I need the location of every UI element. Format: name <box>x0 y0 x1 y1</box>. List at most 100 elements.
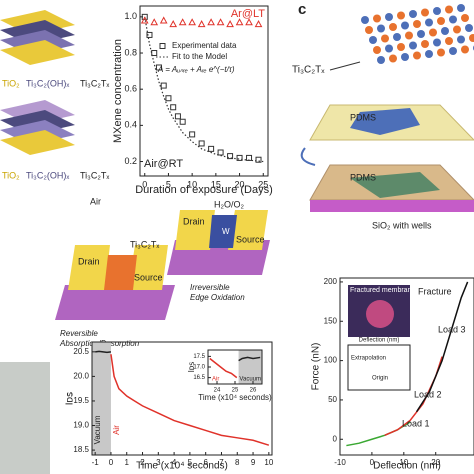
y-tick-label: 100 <box>324 356 338 365</box>
atom <box>461 45 469 54</box>
flake <box>350 108 420 135</box>
atom <box>373 14 381 23</box>
atom <box>381 34 389 43</box>
stack-bottom <box>0 100 75 155</box>
y-axis-label: MXene concentration <box>112 39 124 143</box>
x-tick-label: 25 <box>232 388 239 394</box>
atom <box>421 8 429 17</box>
atom <box>389 54 397 63</box>
atom <box>393 33 401 41</box>
atom <box>373 46 381 54</box>
atom <box>425 50 433 58</box>
atom <box>453 25 461 34</box>
x-tick-label: 26 <box>250 388 257 394</box>
point <box>254 20 263 28</box>
width-label: W <box>222 227 230 236</box>
atom <box>433 38 441 47</box>
material-label: Ti₃C₂Tₓ <box>292 65 325 76</box>
point <box>160 82 167 89</box>
stack-label-oh: Ti₃C₂(OH)ₓ <box>26 170 69 180</box>
atom <box>457 35 465 44</box>
x-axis-label: Time (x10⁴ seconds) <box>198 393 272 402</box>
y-axis-label: Iᴅꜱ <box>187 362 196 373</box>
legend-swatch <box>159 43 166 49</box>
atom <box>437 17 445 25</box>
atom <box>409 41 417 50</box>
air-label: Air <box>90 196 101 206</box>
substrate <box>310 200 474 212</box>
stack-label-mxene: Ti₃C₂Tₓ <box>80 78 109 88</box>
series-label: Vacuum <box>93 415 102 444</box>
series-label: Air <box>112 425 121 435</box>
atom <box>441 27 449 35</box>
pdms-label: PDMS <box>350 112 376 122</box>
substrate-label: SiO₂ with wells <box>372 220 432 230</box>
atom <box>377 56 385 64</box>
drain-label: Drain <box>183 216 205 226</box>
x-tick-label: 15 <box>211 179 221 189</box>
atom <box>437 48 445 57</box>
drain-pad <box>68 245 110 290</box>
point <box>189 131 196 138</box>
atom <box>461 14 469 22</box>
annotation: Fractured membrane <box>350 287 415 294</box>
point <box>165 95 172 102</box>
series-line <box>209 357 238 379</box>
point <box>216 18 225 26</box>
source-pad <box>128 245 168 290</box>
atom <box>361 16 369 24</box>
x-tick-label: 3 <box>156 458 161 467</box>
point <box>155 64 162 71</box>
point <box>197 20 206 28</box>
atom <box>385 13 393 21</box>
point <box>146 31 153 38</box>
y-tick-label: 17.5 <box>193 354 205 360</box>
series-line <box>415 281 469 413</box>
y-tick-label: 19.5 <box>73 396 89 405</box>
series-line <box>346 421 411 447</box>
series-line <box>110 354 270 446</box>
point <box>236 154 243 161</box>
x-tick-label: 5 <box>166 179 171 189</box>
source-label: Source <box>236 234 265 244</box>
point <box>170 104 177 111</box>
stack-label-tio2: TiO₂ <box>2 170 20 180</box>
annotation: Air@RT <box>144 158 183 170</box>
y-tick-label: 16.5 <box>193 375 205 381</box>
annotation: Fracture <box>418 286 452 296</box>
atom <box>385 44 393 53</box>
series-line <box>238 356 261 362</box>
drain-label: Drain <box>78 256 100 266</box>
lattice <box>361 4 474 64</box>
x-tick-label: 6 <box>203 458 208 467</box>
legend-label: Fit to the Model <box>172 52 227 61</box>
x-tick-label: 10 <box>399 458 408 467</box>
annotation: Deflection (nm) <box>359 338 400 344</box>
atom <box>401 53 409 61</box>
y-tick-label: 17.0 <box>193 365 205 371</box>
point <box>140 16 149 24</box>
pointer <box>329 61 361 71</box>
x-tick-label: 7 <box>219 458 224 467</box>
formula: A = Aᵤₙᵣₑ + Aᵣₑ e^(−t/τ) <box>157 65 235 74</box>
drain-pad <box>175 210 215 250</box>
atom <box>413 20 421 28</box>
atom <box>469 34 474 42</box>
panel-label: c <box>298 1 306 18</box>
point <box>245 18 253 26</box>
series-label: Load 2 <box>414 389 442 399</box>
point <box>179 118 186 125</box>
x-axis-label: Duration of exposure (Days) <box>135 184 273 196</box>
channel <box>104 255 137 290</box>
y-tick-label: 18.5 <box>73 445 89 454</box>
atom <box>389 23 397 31</box>
x-tick-label: 2 <box>140 458 145 467</box>
channel <box>209 215 237 248</box>
atom <box>401 21 409 30</box>
series-label: Air <box>212 377 219 383</box>
gas-label: H₂O/O₂ <box>214 199 244 209</box>
x-tick-label: 10 <box>187 179 197 189</box>
x-tick-label: 20 <box>235 179 245 189</box>
y-tick-label: 1.0 <box>124 11 137 21</box>
